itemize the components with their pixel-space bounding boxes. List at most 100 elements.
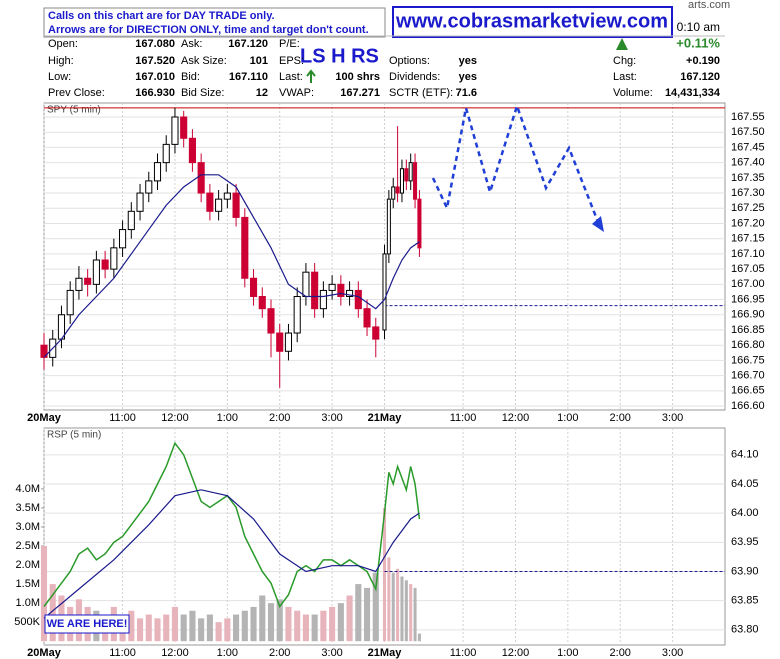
y-tick-label: 167.20 [731,217,765,229]
x-tick-label: 11:00 [450,647,477,659]
volume-bar [154,618,161,642]
y2-tick-label: 1.0M [16,597,40,609]
y-tick-label: 167.40 [731,157,765,169]
volume-bar [337,603,344,642]
y-tick-label: 167.25 [731,202,765,214]
volume-bar [320,610,327,642]
volume-bar [355,584,362,642]
volume-bar [145,614,152,642]
candle-body [101,259,109,270]
y2-tick-label: 3.0M [16,521,40,533]
volume-bar [163,614,170,642]
y-tick-label: 167.35 [731,172,765,184]
price-line [43,441,421,609]
annotation-box [44,614,130,634]
x-tick-label: 12:00 [161,647,189,659]
candle-body [153,162,162,182]
x-tick-label: 20May [27,412,62,424]
candle-body [293,296,301,334]
up-arrow [306,69,316,83]
candle-body [267,308,275,334]
y-tick-label: 166.75 [731,354,765,366]
quote-label: Low: [48,71,71,83]
candle-body [119,229,127,249]
y-tick-label: 64.10 [731,449,759,461]
quote-label: Options: [389,55,430,67]
y-tick-label: 167.10 [731,248,765,260]
quote-label: VWAP: [279,87,314,99]
quote-value: +0.190 [686,55,720,67]
x-tick-label: 2:00 [269,647,290,659]
x-tick-label: 1:00 [557,647,578,659]
x-tick-label: 1:00 [557,412,578,424]
quote-label: Open: [48,38,78,50]
volume-bar [171,606,179,642]
volume-bar [198,618,205,642]
notice-line: Calls on this chart are for DAY TRADE on… [48,10,275,22]
x-tick-label: 21May [368,412,403,424]
site-url: www.cobrasmarketview.com [395,10,668,32]
quote-value: 12 [256,87,268,99]
candle-body [84,277,92,285]
y2-tick-label: 500K [14,616,40,628]
quote-value: 166.930 [135,87,175,99]
y2-tick-label: 3.5M [16,502,40,514]
candle-body [391,186,396,200]
x-tick-label: 12:00 [161,412,189,424]
volume-bar [294,610,301,642]
quote-value: 167.080 [135,38,175,50]
candle-body [92,259,100,285]
x-tick-label: 3:00 [321,412,342,424]
quote-label: High: [48,55,74,67]
candle-body [382,253,387,331]
y2-tick-label: 1.5M [16,578,40,590]
volume-bar [417,633,421,642]
candle-body [302,271,310,298]
quote-label: Bid Size: [181,87,224,99]
volume-bar [391,572,395,642]
candle-body [75,277,83,291]
volume-bar [49,584,56,642]
y-tick-label: 166.85 [731,324,765,336]
y-tick-label: 167.05 [731,263,765,275]
quote-label: Dividends: [389,71,440,83]
volume-bar [363,587,371,642]
candle-body [395,186,400,194]
quote-value: 167.010 [135,71,175,83]
arrow-head [592,216,604,232]
candle-body [404,168,409,182]
volume-bar [180,614,187,642]
notice-line: Arrows are for DIRECTION ONLY, time and … [48,24,369,36]
marks: Open: 167.080 High: 167.520 Low: 167.010 Prev … [14,38,764,659]
candle-body [311,271,319,310]
candle-body [241,216,249,279]
quote-value: 167.120 [228,38,268,50]
quote-value: 71.6 [456,87,477,99]
candle-body [276,332,284,352]
y-tick-label: 166.90 [731,309,765,321]
y-tick-label: 64.05 [731,478,759,490]
x-tick-label: 20May [27,647,62,659]
annotation: WE ARE HERE! [47,618,128,630]
y2-tick-label: 4.0M [16,483,40,495]
site-box [392,6,673,38]
volume-bar [404,580,408,642]
panel-title: RSP (5 min) [47,430,101,441]
candle-body [284,332,293,352]
volume-bar [233,614,240,642]
candle-body [258,296,266,310]
y-tick-label: 167.45 [731,141,765,153]
quote-value: 167.110 [229,71,268,83]
quote-label: Last: [279,71,303,83]
volume-bar [413,587,417,642]
candle-body [337,283,345,298]
y-tick-label: 167.30 [731,187,765,199]
volume-bar [250,606,257,642]
x-tick-label: 11:00 [109,412,136,424]
y-tick-label: 63.80 [731,624,759,636]
quote-label: Ask: [181,38,202,50]
quote-value: 14,431,334 [665,87,721,99]
volume-bar [215,622,222,642]
volume-bar [382,507,387,642]
quote-label: SCTR (ETF): [389,87,453,99]
